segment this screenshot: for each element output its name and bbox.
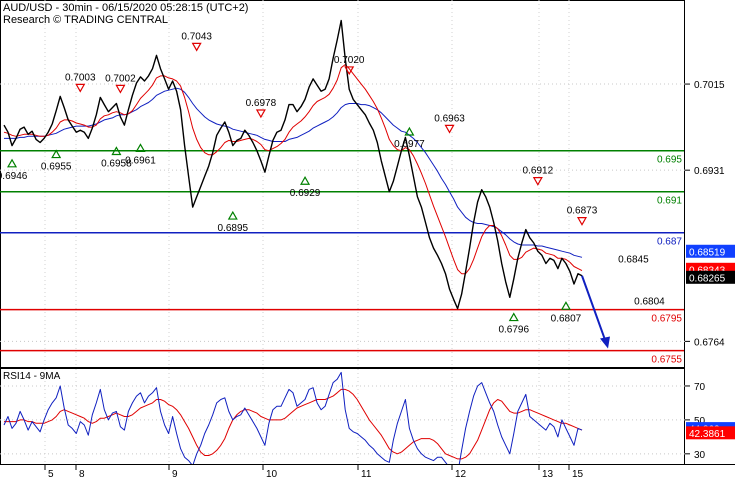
- ma-slow-line: [4, 87, 583, 258]
- value-badge: [686, 426, 735, 440]
- price-series: [3, 19, 583, 310]
- x-tick-label: 11: [361, 469, 372, 480]
- swing-high-label: 0.6873: [567, 206, 598, 217]
- swing-high-label: 0.7020: [334, 55, 365, 66]
- swing-high-marker: [191, 42, 202, 52]
- swing-low-label: 0.6961: [125, 155, 156, 166]
- x-tick-label: 12: [455, 469, 467, 480]
- swing-low-marker: [135, 143, 146, 153]
- x-tick-label: 13: [542, 469, 554, 480]
- rsi-series: [3, 371, 583, 464]
- swing-low-marker: [404, 126, 415, 136]
- swing-low-label: 0.6958: [101, 158, 132, 169]
- rsi-tick-label: 30: [694, 450, 706, 461]
- ma-fast-line: [3, 64, 583, 275]
- rsi-title: RSI14 - 9MA: [3, 371, 61, 382]
- x-tick-label: 9: [172, 469, 178, 480]
- swing-low-marker: [51, 149, 62, 159]
- swing-low-label: 0.6929: [290, 188, 321, 199]
- value-badge-label: 0.68519: [689, 247, 726, 258]
- chart-subtitle: Research © TRADING CENTRAL: [3, 14, 168, 26]
- swing-low-label: 0.6955: [41, 162, 72, 173]
- chart-title: AUD/USD - 30min - 06/15/2020 05:28:15 (U…: [3, 2, 248, 14]
- value-badge-label: 42.3861: [689, 429, 726, 440]
- swing-low-marker: [508, 312, 519, 322]
- swing-low-marker: [6, 158, 18, 168]
- level-label: 0.691: [657, 196, 682, 207]
- value-badge: [686, 244, 735, 258]
- price-tick-label: 0.6764: [694, 337, 725, 348]
- rsi-tick-label: 70: [694, 382, 706, 393]
- swing-high-marker: [255, 109, 266, 119]
- swing-low-label: 0.6946: [0, 171, 28, 182]
- price-line: [3, 19, 583, 310]
- swing-high-marker: [344, 66, 355, 76]
- value-badge: [686, 270, 735, 284]
- swing-high-marker: [75, 83, 86, 93]
- level-value-label: 0.6845: [618, 254, 649, 265]
- swing-high-label: 0.7043: [181, 31, 212, 42]
- forecast-arrow: [581, 275, 607, 343]
- swing-markers: 0.6946 0.6955 0.7003 0.6958 0.7002 0.6961 0.70…: [0, 31, 665, 349]
- x-tick-label: 8: [79, 469, 85, 480]
- swing-high-marker: [115, 84, 126, 94]
- swing-high-label: 0.7003: [65, 72, 96, 83]
- rsi-tick-label: 50: [694, 416, 706, 427]
- swing-low-marker: [227, 210, 238, 220]
- level-label: 0.687: [657, 237, 682, 248]
- swing-low-label: 0.6807: [551, 313, 582, 324]
- forecast-arrowhead: [600, 336, 610, 349]
- swing-high-marker: [576, 217, 588, 226]
- swing-low-label: 0.6895: [217, 223, 248, 234]
- price-tick-label: 0.6931: [694, 166, 725, 177]
- rsi-line: [3, 371, 583, 464]
- swing-low-label: 0.6977: [394, 139, 425, 150]
- level-label: 0.6795: [651, 314, 682, 325]
- swing-high-label: 0.7002: [105, 73, 136, 84]
- swing-low-label: 0.6796: [498, 325, 529, 336]
- rsi-ma-line: [4, 388, 583, 460]
- level-label: 0.6755: [651, 355, 682, 366]
- swing-high-marker: [532, 177, 543, 186]
- level-label: 0.695: [657, 155, 682, 166]
- swing-low-marker: [300, 176, 311, 185]
- swing-high-label: 0.6963: [434, 113, 465, 124]
- level-value-label: 0.6804: [634, 296, 665, 307]
- swing-low-marker: [111, 146, 122, 156]
- price-tick-label: 0.7015: [694, 80, 725, 91]
- x-tick-label: 5: [48, 469, 54, 480]
- x-tick-label: 10: [266, 469, 278, 480]
- value-badge-label: 0.68265: [689, 273, 726, 284]
- swing-low-marker: [560, 301, 571, 310]
- axes: 0.7015 0.6931 0.6764 70 50 30 5 8 9 10 11 12 13 15 0.6…: [44, 80, 725, 480]
- swing-high-marker: [444, 124, 455, 134]
- x-tick-label: 15: [572, 469, 584, 480]
- price-panel: [0, 0, 685, 368]
- swing-high-label: 0.6912: [523, 166, 554, 177]
- swing-high-label: 0.6978: [246, 98, 277, 109]
